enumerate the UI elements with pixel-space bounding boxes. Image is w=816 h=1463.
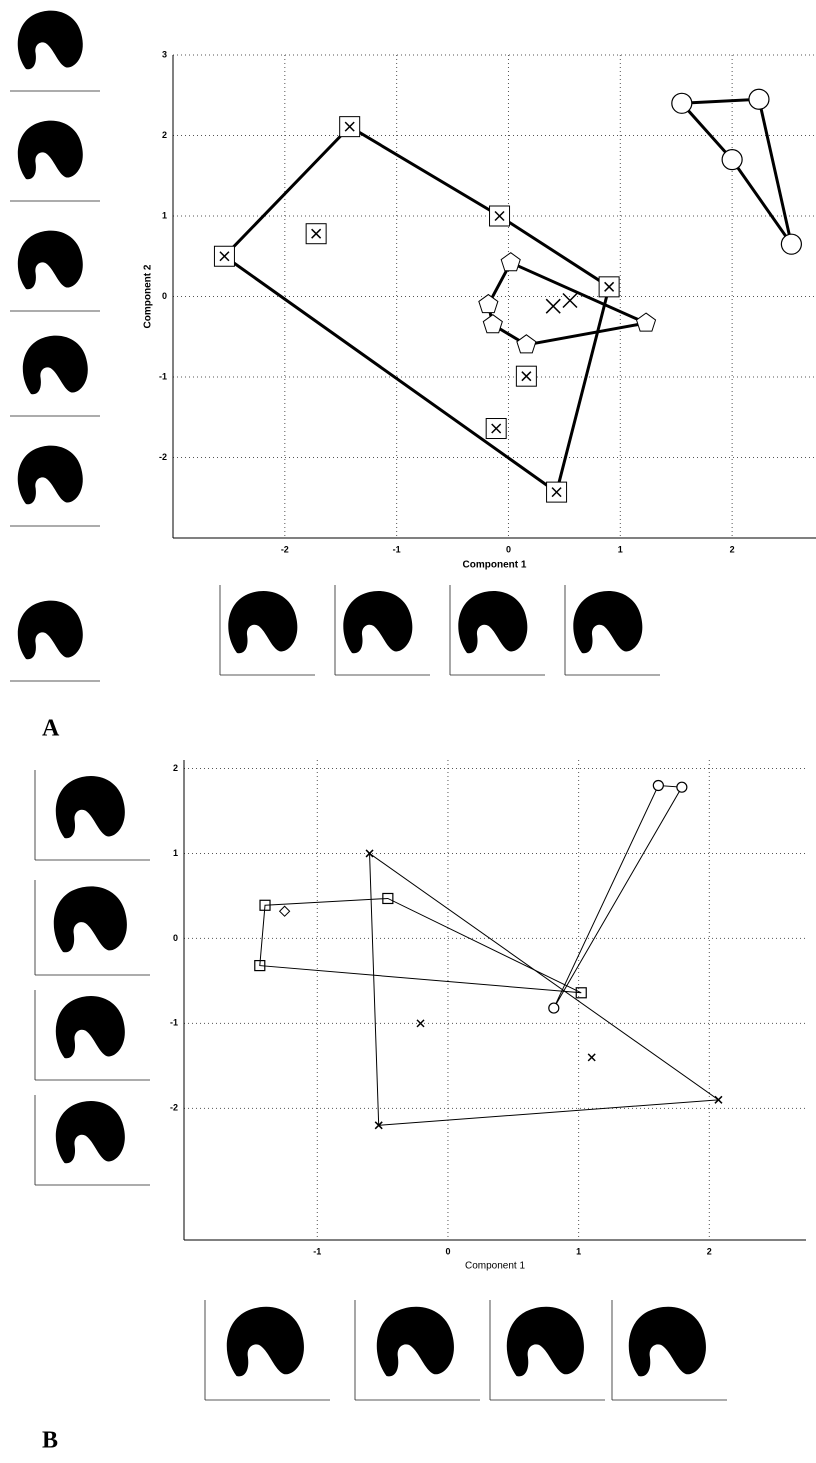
point: [549, 1003, 559, 1013]
shape-thumbnail: [35, 880, 150, 975]
shape-thumbnail: [355, 1300, 480, 1400]
marker-circle: [549, 1003, 559, 1013]
x-axis-label: Component 1: [465, 1261, 525, 1272]
point: [547, 482, 567, 502]
point: [722, 150, 742, 170]
shape-thumbnail: [565, 585, 660, 675]
point: [280, 906, 290, 916]
marker-pentagon: [517, 335, 536, 353]
polygon-line: [260, 898, 581, 992]
x-tick-label: -2: [281, 544, 289, 554]
x-tick-label: 2: [707, 1246, 712, 1256]
point: [637, 313, 656, 331]
y-tick-label: 0: [173, 933, 178, 943]
x-tick-label: 2: [730, 544, 735, 554]
shape-thumbnail: [35, 990, 150, 1080]
shape-thumbnail: [335, 585, 430, 675]
y-tick-label: -1: [159, 371, 167, 381]
marker-circle: [677, 782, 687, 792]
shape-thumbnail: [490, 1300, 605, 1400]
shape-thumbnail: [612, 1300, 727, 1400]
y-tick-label: -2: [159, 452, 167, 462]
x-axis-label: Component 1: [463, 560, 527, 571]
shape-thumbnail: [10, 121, 100, 201]
y-tick-label: -2: [170, 1103, 178, 1113]
y-tick-label: 2: [173, 763, 178, 773]
point: [563, 294, 577, 308]
marker-pentagon: [483, 315, 502, 333]
chart: -2 -1 0 1 2 -2 -1 0 1 2 3 Component 1 Component 2: [143, 49, 816, 570]
point: [490, 206, 510, 226]
polygon-line: [224, 127, 609, 492]
x-tick-label: -1: [313, 1246, 321, 1256]
marker-circle: [672, 93, 692, 113]
shape-thumbnail: [35, 770, 150, 860]
shape-thumbnail: [10, 11, 100, 91]
x-tick-label: -1: [393, 544, 401, 554]
shape-thumbnail: [10, 336, 100, 416]
x-tick-label: 1: [618, 544, 623, 554]
point: [588, 1054, 595, 1061]
point: [306, 224, 326, 244]
y-tick-label: 1: [173, 848, 178, 858]
y-tick-label: 1: [162, 210, 167, 220]
point: [653, 780, 663, 790]
x-tick-label: 1: [576, 1246, 581, 1256]
point: [781, 234, 801, 254]
point: [599, 277, 619, 297]
shape-thumbnails: [10, 11, 727, 1400]
marker-diamond: [280, 906, 290, 916]
x-tick-label: 0: [506, 544, 511, 554]
shape-thumbnail: [450, 585, 545, 675]
figure: A B -2 -1 0 1 2 -2 -1 0 1 2 3 Component 1 Component …: [0, 0, 816, 1463]
panel-label: B: [42, 1428, 58, 1454]
point: [516, 366, 536, 386]
x-tick-label: 0: [445, 1246, 450, 1256]
point: [672, 93, 692, 113]
point: [340, 117, 360, 137]
shape-thumbnail: [10, 231, 100, 311]
shape-thumbnail: [35, 1095, 150, 1185]
point: [517, 335, 536, 353]
y-tick-label: -1: [170, 1018, 178, 1028]
point: [479, 295, 498, 313]
marker-circle: [781, 234, 801, 254]
marker-circle: [653, 780, 663, 790]
point: [501, 253, 520, 271]
point: [749, 89, 769, 109]
y-axis-label: Component 2: [143, 264, 154, 328]
chart: -1 0 1 2 -2 -1 0 1 2 Component 1: [170, 760, 806, 1272]
shape-thumbnail: [220, 585, 315, 675]
y-tick-label: 3: [162, 49, 167, 59]
polygon-line: [682, 99, 792, 244]
marker-pentagon: [637, 313, 656, 331]
y-tick-label: 2: [162, 130, 167, 140]
point: [417, 1020, 424, 1027]
point: [677, 782, 687, 792]
point: [486, 419, 506, 439]
shape-thumbnail: [10, 601, 100, 681]
marker-circle: [722, 150, 742, 170]
point: [214, 246, 234, 266]
panel-label: A: [42, 716, 60, 742]
marker-circle: [749, 89, 769, 109]
polygon-line: [554, 785, 682, 1008]
point: [546, 299, 560, 313]
marker-pentagon: [479, 295, 498, 313]
shape-thumbnail: [10, 446, 100, 526]
marker-pentagon: [501, 253, 520, 271]
shape-thumbnail: [205, 1300, 330, 1400]
y-tick-label: 0: [162, 291, 167, 301]
point: [483, 315, 502, 333]
